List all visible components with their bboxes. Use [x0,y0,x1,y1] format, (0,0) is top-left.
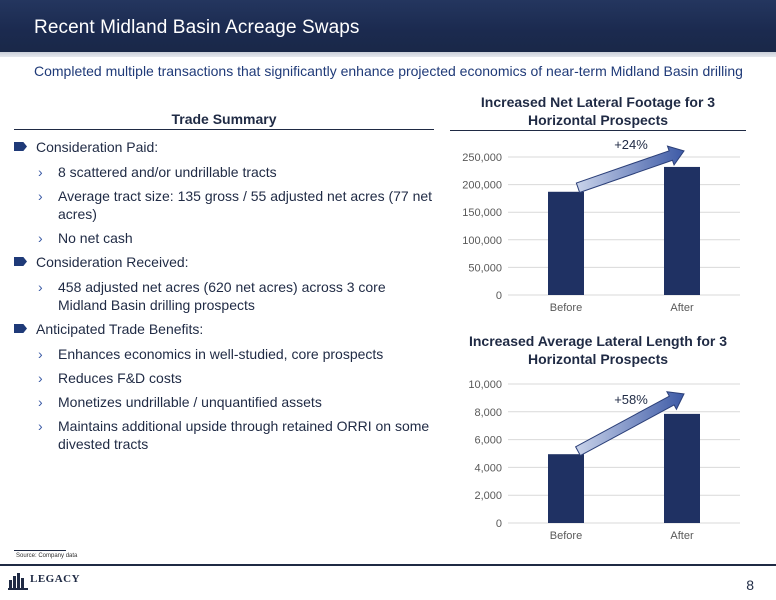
chart-average-lateral-length: 0 2,000 4,000 6,000 8,000 10,000 Before After +5… [440,370,760,552]
chevron-right-icon: › [38,346,43,362]
chart2-title: Increased Average Lateral Length for 3 H… [468,333,728,367]
arrow-tag-icon [14,142,27,151]
chevron-right-icon: › [38,188,43,204]
header-band [0,0,776,52]
sub-bullet: › 458 adjusted net acres (620 net acres)… [14,278,434,314]
y-tick-label: 0 [496,290,502,302]
bullet-consideration-paid: Consideration Paid: [14,138,434,156]
arrow-tag-icon [14,257,27,266]
y-tick-label: 200,000 [462,180,502,192]
source-rule [14,550,66,551]
sub-bullet: › Enhances economics in well-studied, co… [14,345,434,363]
sub-bullet-text: 458 adjusted net acres (620 net acres) a… [58,279,386,313]
chart1-svg: 0 50,000 100,000 150,000 200,000 250,000 Befor… [462,137,740,314]
footer-rule [0,564,776,566]
chevron-right-icon: › [38,370,43,386]
bar-before [548,191,584,295]
sub-bullet-text: Maintains additional upside through reta… [58,418,430,452]
sub-bullet-text: Average tract size: 135 gross / 55 adjus… [58,188,433,222]
sub-bullet: › 8 scattered and/or undrillable tracts [14,163,434,181]
sub-bullet: › No net cash [14,229,434,247]
y-tick-label: 100,000 [462,235,502,247]
bullet-label: Consideration Paid: [36,139,159,155]
chart-net-lateral-footage: 0 50,000 100,000 150,000 200,000 250,000 Befor… [440,134,760,320]
chevron-right-icon: › [38,279,43,295]
chevron-right-icon: › [38,230,43,246]
header-stripe [0,52,776,57]
slide-subtitle: Completed multiple transactions that sig… [34,63,743,79]
bar-before [548,454,584,523]
sub-bullet-text: 8 scattered and/or undrillable tracts [58,164,277,180]
chart2-svg: 0 2,000 4,000 6,000 8,000 10,000 Before After +5… [468,379,740,542]
y-tick-label: 50,000 [468,262,502,274]
chevron-right-icon: › [38,164,43,180]
x-tick-label: After [670,530,694,542]
page-number: 8 [746,577,754,593]
x-tick-label: Before [550,530,582,542]
x-tick-label: Before [550,302,582,314]
slide-title: Recent Midland Basin Acreage Swaps [34,17,360,38]
arrow-tag-icon [14,324,27,333]
chart1-title: Increased Net Lateral Footage for 3 Hori… [480,94,716,128]
bullet-consideration-received: Consideration Received: [14,253,434,271]
y-tick-label: 8,000 [474,407,502,419]
y-tick-label: 250,000 [462,152,502,164]
growth-label: +58% [614,392,648,407]
source-note: Source: Company data [16,553,78,559]
y-tick-label: 150,000 [462,207,502,219]
chart1-title-rule [450,130,746,131]
growth-arrow-icon [575,145,685,194]
bar-after [664,166,700,295]
growth-label: +24% [614,137,648,152]
logo-text: LEGACY [30,573,81,585]
legacy-logo: LEGACY [8,572,80,592]
logo-mark-icon [8,573,28,590]
growth-arrow-icon [574,391,685,457]
bullet-label: Consideration Received: [36,254,189,270]
bullet-label: Anticipated Trade Benefits: [36,321,204,337]
trade-summary-list: Consideration Paid: › 8 scattered and/or… [14,138,434,459]
trade-summary-heading: Trade Summary [171,111,277,127]
sub-bullet-text: No net cash [58,230,133,246]
sub-bullet: › Monetizes undrillable / unquantified a… [14,393,434,411]
y-tick-label: 2,000 [474,490,502,502]
chevron-right-icon: › [38,394,43,410]
bar-after [664,413,700,523]
sub-bullet-text: Reduces F&D costs [58,370,182,386]
sub-bullet-text: Enhances economics in well-studied, core… [58,346,384,362]
x-tick-label: After [670,302,694,314]
sub-bullet-text: Monetizes undrillable / unquantified ass… [58,394,322,410]
sub-bullet: › Average tract size: 135 gross / 55 adj… [14,187,434,223]
trade-summary-rule [14,129,434,130]
bullet-trade-benefits: Anticipated Trade Benefits: [14,320,434,338]
y-tick-label: 10,000 [468,379,502,391]
chevron-right-icon: › [38,418,43,434]
y-tick-label: 6,000 [474,435,502,447]
sub-bullet: › Maintains additional upside through re… [14,417,434,453]
y-tick-label: 4,000 [474,462,502,474]
y-tick-label: 0 [496,518,502,530]
sub-bullet: › Reduces F&D costs [14,369,434,387]
